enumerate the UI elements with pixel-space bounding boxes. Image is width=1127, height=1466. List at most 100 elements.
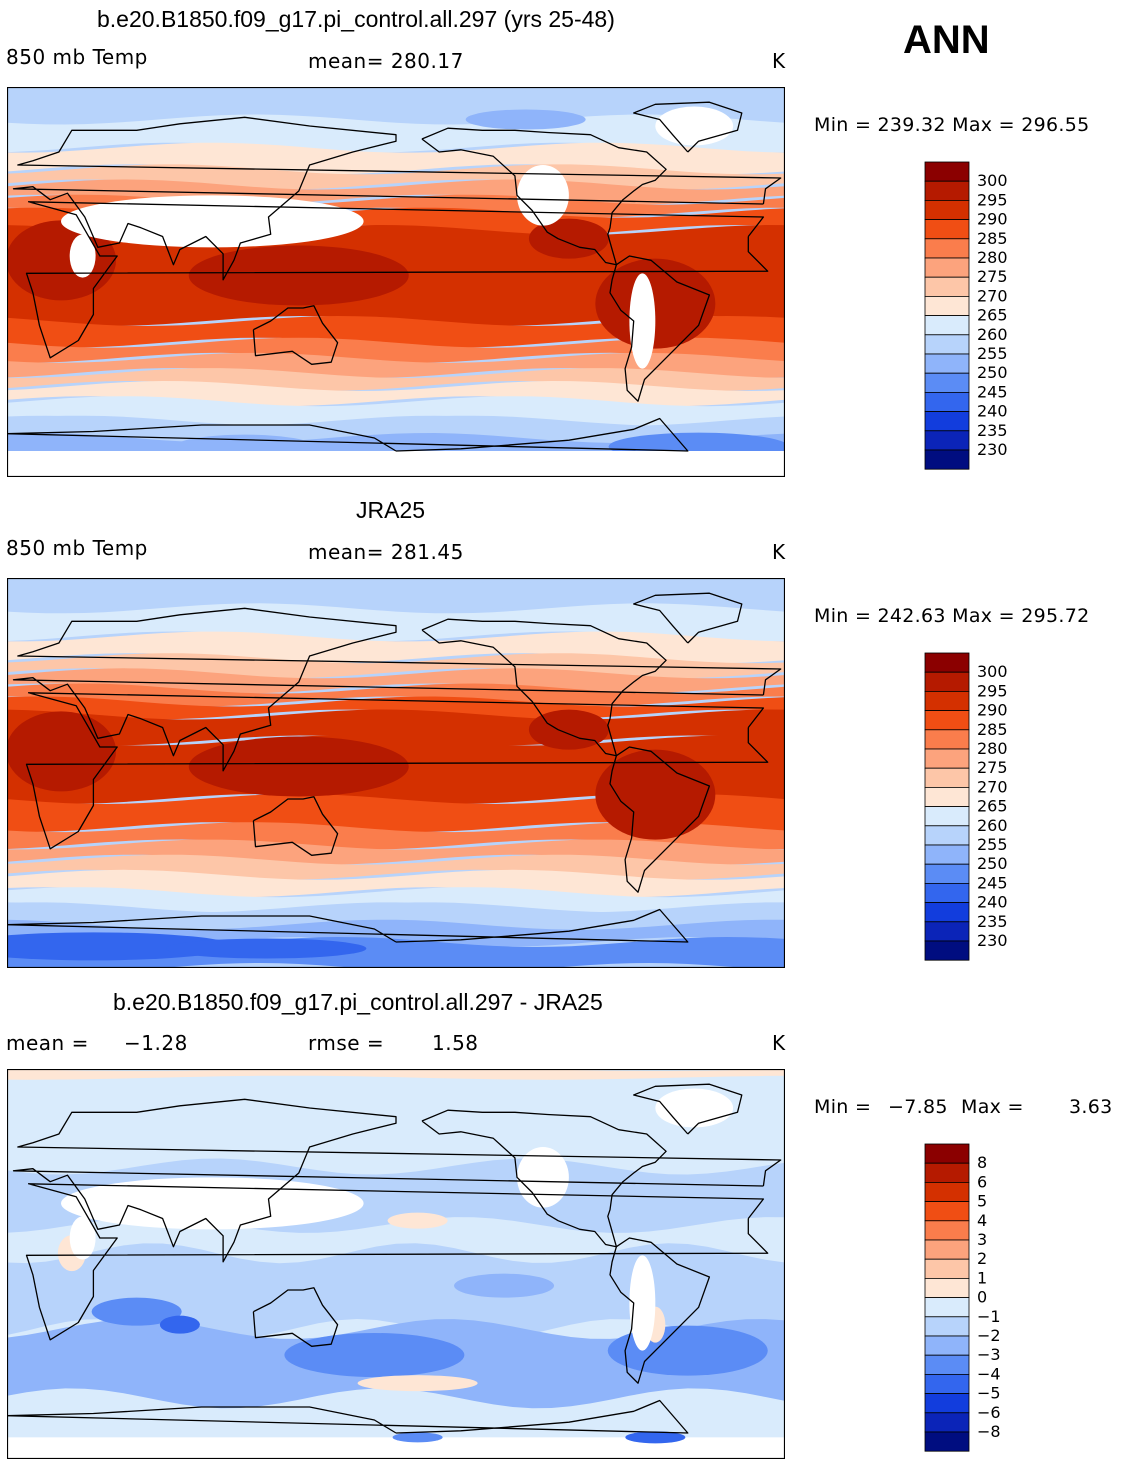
panel2-minmax: Min = 242.63 Max = 295.72 xyxy=(814,605,1090,627)
masked-land xyxy=(7,1437,785,1459)
coastline xyxy=(633,101,743,153)
colorbar-tick-label: 300 xyxy=(977,171,1008,190)
colorbar-swatch xyxy=(924,748,970,769)
map-frame xyxy=(7,1069,785,1459)
colorbar-tick-label: 8 xyxy=(977,1153,987,1172)
colorbar-tick-label: 1 xyxy=(977,1268,987,1287)
panel1-minmax: Min = 239.32 Max = 296.55 xyxy=(814,114,1090,136)
panel3-mean-value: −1.28 xyxy=(124,1031,188,1055)
colorbar-tick-label: −8 xyxy=(977,1422,1001,1441)
colorbar-swatch xyxy=(924,1258,970,1279)
colorbar-tick-label: 275 xyxy=(977,267,1008,286)
colorbar-swatch xyxy=(924,786,970,807)
coastline xyxy=(421,1109,667,1248)
contour-band xyxy=(7,368,785,391)
contour-region xyxy=(629,273,656,369)
panel3-max-label: Max = xyxy=(961,1096,1024,1118)
colorbar-tick-label: −1 xyxy=(977,1307,1001,1326)
colorbar-tick-label: 295 xyxy=(977,190,1008,209)
colorbar-swatch xyxy=(924,1431,970,1452)
colorbar-tick-label: 260 xyxy=(977,325,1008,344)
colorbar-tick-label: 245 xyxy=(977,873,1008,892)
colorbar-tick-label: 6 xyxy=(977,1172,987,1191)
colorbar-tick-label: 235 xyxy=(977,421,1008,440)
colorbar-tick-label: 270 xyxy=(977,777,1008,796)
coastline xyxy=(609,255,711,402)
colorbar-tick-label: 250 xyxy=(977,363,1008,382)
contour-region xyxy=(91,1297,182,1326)
colorbar-tick-label: 4 xyxy=(977,1211,987,1230)
contour-region xyxy=(607,1325,768,1376)
contour-band xyxy=(7,316,785,348)
panel3-title: b.e20.B1850.f09_g17.pi_control.all.297 -… xyxy=(113,989,603,1015)
coastline xyxy=(25,201,769,359)
colorbar-tick-label: 250 xyxy=(977,854,1008,873)
panel1-colorbar: 3002952902852802752702652602552502452402… xyxy=(924,161,1008,470)
colorbar-tick-label: 255 xyxy=(977,344,1008,363)
colorbar-swatch xyxy=(924,1412,970,1433)
contour-band xyxy=(7,887,785,913)
contour-region xyxy=(465,109,586,130)
colorbar-tick-label: 5 xyxy=(977,1192,987,1211)
colorbar-swatch xyxy=(924,1373,970,1394)
colorbar-swatch xyxy=(924,1393,970,1414)
colorbar-tick-label: 265 xyxy=(977,797,1008,816)
colorbar-tick-label: −2 xyxy=(977,1326,1001,1345)
colorbar-swatch xyxy=(924,1316,970,1337)
contour-region xyxy=(69,1216,96,1260)
colorbar-swatch xyxy=(924,238,970,259)
colorbar-swatch xyxy=(924,729,970,750)
colorbar-swatch xyxy=(924,767,970,788)
colorbar-swatch xyxy=(924,882,970,903)
colorbar-tick-label: −6 xyxy=(977,1403,1001,1422)
contour-band xyxy=(7,352,785,378)
panel2-mean-label: mean= 281.45 xyxy=(308,540,464,564)
colorbar-tick-label: 300 xyxy=(977,662,1008,681)
colorbar-tick-label: 295 xyxy=(977,681,1008,700)
contour-region xyxy=(188,245,409,306)
coastline xyxy=(25,692,769,850)
colorbar-tick-label: 290 xyxy=(977,701,1008,720)
colorbar-swatch xyxy=(924,315,970,336)
coastline xyxy=(12,607,782,772)
colorbar-swatch xyxy=(924,372,970,393)
colorbar-swatch xyxy=(924,180,970,201)
colorbar-swatch xyxy=(924,353,970,374)
colorbar-swatch xyxy=(924,691,970,712)
contour-band xyxy=(7,578,785,614)
colorbar-tick-label: −4 xyxy=(977,1364,1001,1383)
colorbar-tick-label: 3 xyxy=(977,1230,987,1249)
coastline xyxy=(633,592,743,644)
contour-region xyxy=(7,711,117,792)
panel3-rmse-label: rmse = xyxy=(308,1031,385,1055)
colorbar-swatch xyxy=(924,276,970,297)
colorbar-tick-label: 2 xyxy=(977,1249,987,1268)
contour-region xyxy=(69,234,96,278)
colorbar-swatch xyxy=(924,411,970,432)
contour-region xyxy=(595,749,716,840)
contour-band xyxy=(7,937,785,968)
panel2-title: JRA25 xyxy=(356,497,426,523)
coastline xyxy=(609,746,711,893)
colorbar-swatch xyxy=(924,1297,970,1318)
colorbar-swatch xyxy=(924,825,970,846)
contour-band xyxy=(7,668,785,694)
masked-land xyxy=(7,451,785,477)
panel2-map xyxy=(7,578,785,968)
colorbar-tick-label: −5 xyxy=(977,1384,1001,1403)
colorbar-swatch xyxy=(924,652,970,673)
colorbar-tick-label: 280 xyxy=(977,248,1008,267)
panel2-colorbar: 3002952902852802752702652602552502452402… xyxy=(924,652,1008,961)
coastline xyxy=(252,796,339,856)
contour-region xyxy=(7,932,234,961)
contour-region xyxy=(166,938,367,959)
panel3-max-value: 3.63 xyxy=(1069,1096,1113,1118)
coastline xyxy=(12,116,782,281)
contour-band xyxy=(7,822,785,850)
panel1-map xyxy=(7,87,785,477)
colorbar-tick-label: 275 xyxy=(977,758,1008,777)
coastline xyxy=(252,305,339,365)
panel2-units: K xyxy=(772,540,786,564)
panel3-map xyxy=(7,1069,785,1459)
colorbar-tick-label: 255 xyxy=(977,835,1008,854)
